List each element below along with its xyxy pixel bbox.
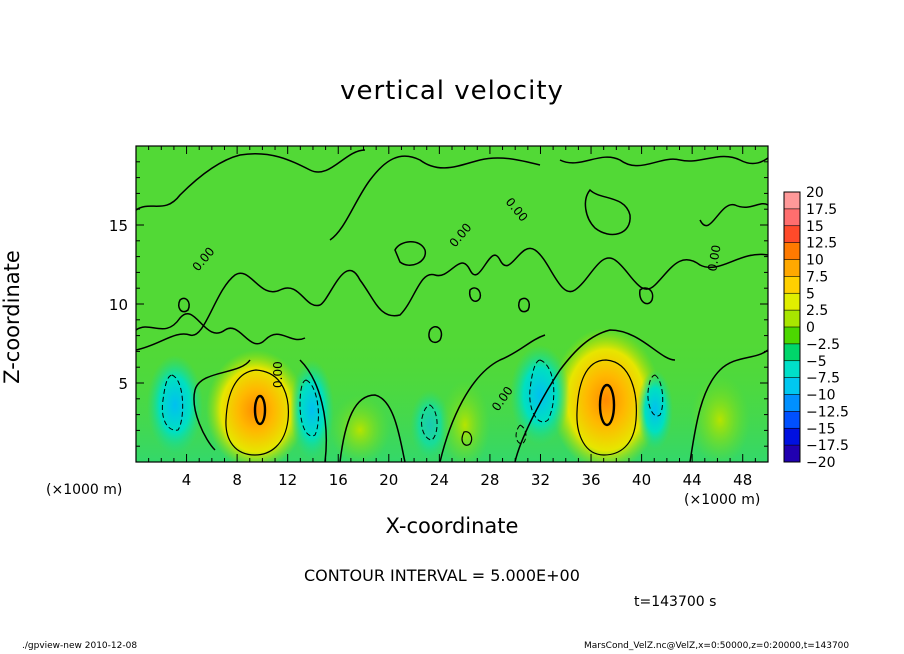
- colorbar-swatch: [784, 192, 800, 209]
- x-axis-label-text: X-coordinate: [385, 514, 519, 538]
- x-tick-label: 12: [278, 471, 297, 489]
- colorbar-swatch: [784, 208, 800, 226]
- x-tick-label: 28: [480, 471, 499, 489]
- x-tick-label: 48: [733, 471, 752, 489]
- colorbar-swatch: [784, 394, 800, 412]
- x-axis: 4 8 12 16 20 24 28 32 36 40 44 48: [148, 146, 756, 489]
- weak-updraft-1: [440, 380, 490, 462]
- colorbar-swatch: [784, 360, 800, 378]
- contour-interval-text: CONTOUR INTERVAL = 5.000E+00: [304, 566, 580, 585]
- y-tick-label: 10: [109, 296, 128, 314]
- chart-title: vertical velocity: [340, 76, 564, 106]
- colorbar-label: −12.5: [806, 404, 849, 420]
- colorbar-label: 5: [806, 286, 815, 302]
- y-tick-label: 5: [118, 375, 128, 393]
- colorbar-swatch: [784, 428, 800, 446]
- colorbar-swatch: [784, 242, 800, 260]
- x-tick-label: 16: [329, 471, 348, 489]
- x-tick-label: 44: [683, 471, 702, 489]
- colorbar-label: 7.5: [806, 269, 828, 285]
- colorbar-swatch: [784, 293, 800, 311]
- colorbar-label: 12.5: [806, 236, 837, 252]
- colorbar-swatch: [784, 411, 800, 429]
- plot-field: 0.00 0.00 0.00 0.00 0.00 0.00: [136, 146, 768, 462]
- x-tick-label: 36: [581, 471, 600, 489]
- x-tick-label: 40: [632, 471, 651, 489]
- colorbar-label: 0: [806, 320, 815, 336]
- strong-contours: [253, 383, 616, 427]
- colorbar-label: 10: [806, 253, 824, 269]
- colorbar-swatch: [784, 310, 800, 327]
- positive-contours: [225, 359, 637, 456]
- footer-right-text: MarsCond_VelZ.nc@VelZ,x=0:50000,z=0:2000…: [584, 641, 850, 651]
- colorbar-label: 17.5: [806, 202, 837, 218]
- colorbar-label: 2.5: [806, 303, 828, 319]
- colorbar-label: −10: [806, 388, 836, 404]
- x-tick-label: 32: [531, 471, 550, 489]
- x-tick-label: 24: [430, 471, 449, 489]
- colorbar-label: −20: [806, 455, 836, 471]
- contour-label: 0.00: [271, 361, 285, 388]
- colorbar-label: −7.5: [806, 371, 840, 387]
- downdraft-region-2: [290, 360, 334, 460]
- weak-updraft-2: [330, 395, 390, 462]
- zero-contours: [136, 149, 768, 462]
- colorbar-swatch: [784, 276, 800, 294]
- contour-label: 0.00: [705, 244, 723, 273]
- colorbar-swatch: [784, 445, 800, 462]
- colorbar-swatch: [784, 327, 800, 344]
- x-tick-label: 20: [379, 471, 398, 489]
- time-stamp-text: t=143700 s: [634, 594, 717, 610]
- colorbar-swatch: [784, 343, 800, 361]
- colorbar-swatch: [784, 377, 800, 395]
- colorbar-label: −15: [806, 421, 836, 437]
- y-axis: 5 10 15: [109, 161, 768, 447]
- x-tick-label: 8: [232, 471, 242, 489]
- colorbar-label: −2.5: [806, 337, 840, 353]
- negative-contours: [161, 359, 664, 445]
- colorbar-label: 20: [806, 185, 824, 201]
- downdraft-region-5: [410, 390, 450, 460]
- colorbar-swatch: [784, 259, 800, 277]
- x-unit-left: (×1000 m): [46, 482, 123, 498]
- y-axis-label: Z-coordinate: [0, 250, 24, 384]
- colorbar: 2017.51512.5107.552.50−2.5−5−7.5−10−12.5…: [783, 185, 849, 471]
- x-tick-label: 4: [182, 471, 192, 489]
- downdraft-region-1: [147, 355, 203, 455]
- weak-updraft-3: [690, 375, 750, 462]
- downdraft-region-4: [637, 370, 673, 450]
- x-axis-label: X-coordinate: [0, 514, 904, 538]
- x-unit-right: (×1000 m): [684, 492, 761, 508]
- colorbar-swatch: [784, 225, 800, 243]
- colorbar-label: −17.5: [806, 438, 849, 454]
- downdraft-region-3: [510, 345, 570, 445]
- colorbar-label: 15: [806, 219, 824, 235]
- y-tick-label: 15: [109, 217, 128, 235]
- footer-left-text: ./gpview-new 2010-12-08: [22, 641, 138, 651]
- colorbar-label: −5: [806, 354, 827, 370]
